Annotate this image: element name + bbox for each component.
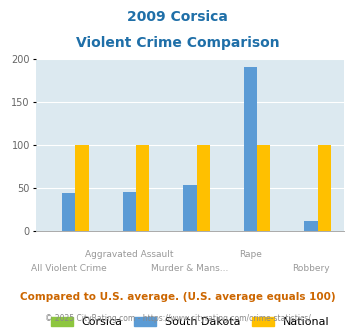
Text: © 2025 CityRating.com - https://www.cityrating.com/crime-statistics/: © 2025 CityRating.com - https://www.city… [45,314,310,323]
Text: Compared to U.S. average. (U.S. average equals 100): Compared to U.S. average. (U.S. average … [20,292,335,302]
Text: Murder & Mans...: Murder & Mans... [151,264,229,273]
Bar [244,67,257,231]
Text: 2009 Corsica: 2009 Corsica [127,10,228,24]
Bar [183,185,197,231]
Bar [257,145,271,231]
Text: Robbery: Robbery [292,264,330,273]
Bar [62,193,76,231]
Bar [76,145,89,231]
Bar [197,145,210,231]
Bar [123,191,136,231]
Text: Aggravated Assault: Aggravated Assault [85,250,174,259]
Text: All Violent Crime: All Violent Crime [31,264,107,273]
Text: Rape: Rape [239,250,262,259]
Text: Violent Crime Comparison: Violent Crime Comparison [76,36,279,50]
Bar [318,145,331,231]
Bar [304,221,318,231]
Bar [136,145,149,231]
Legend: Corsica, South Dakota, National: Corsica, South Dakota, National [46,312,334,330]
